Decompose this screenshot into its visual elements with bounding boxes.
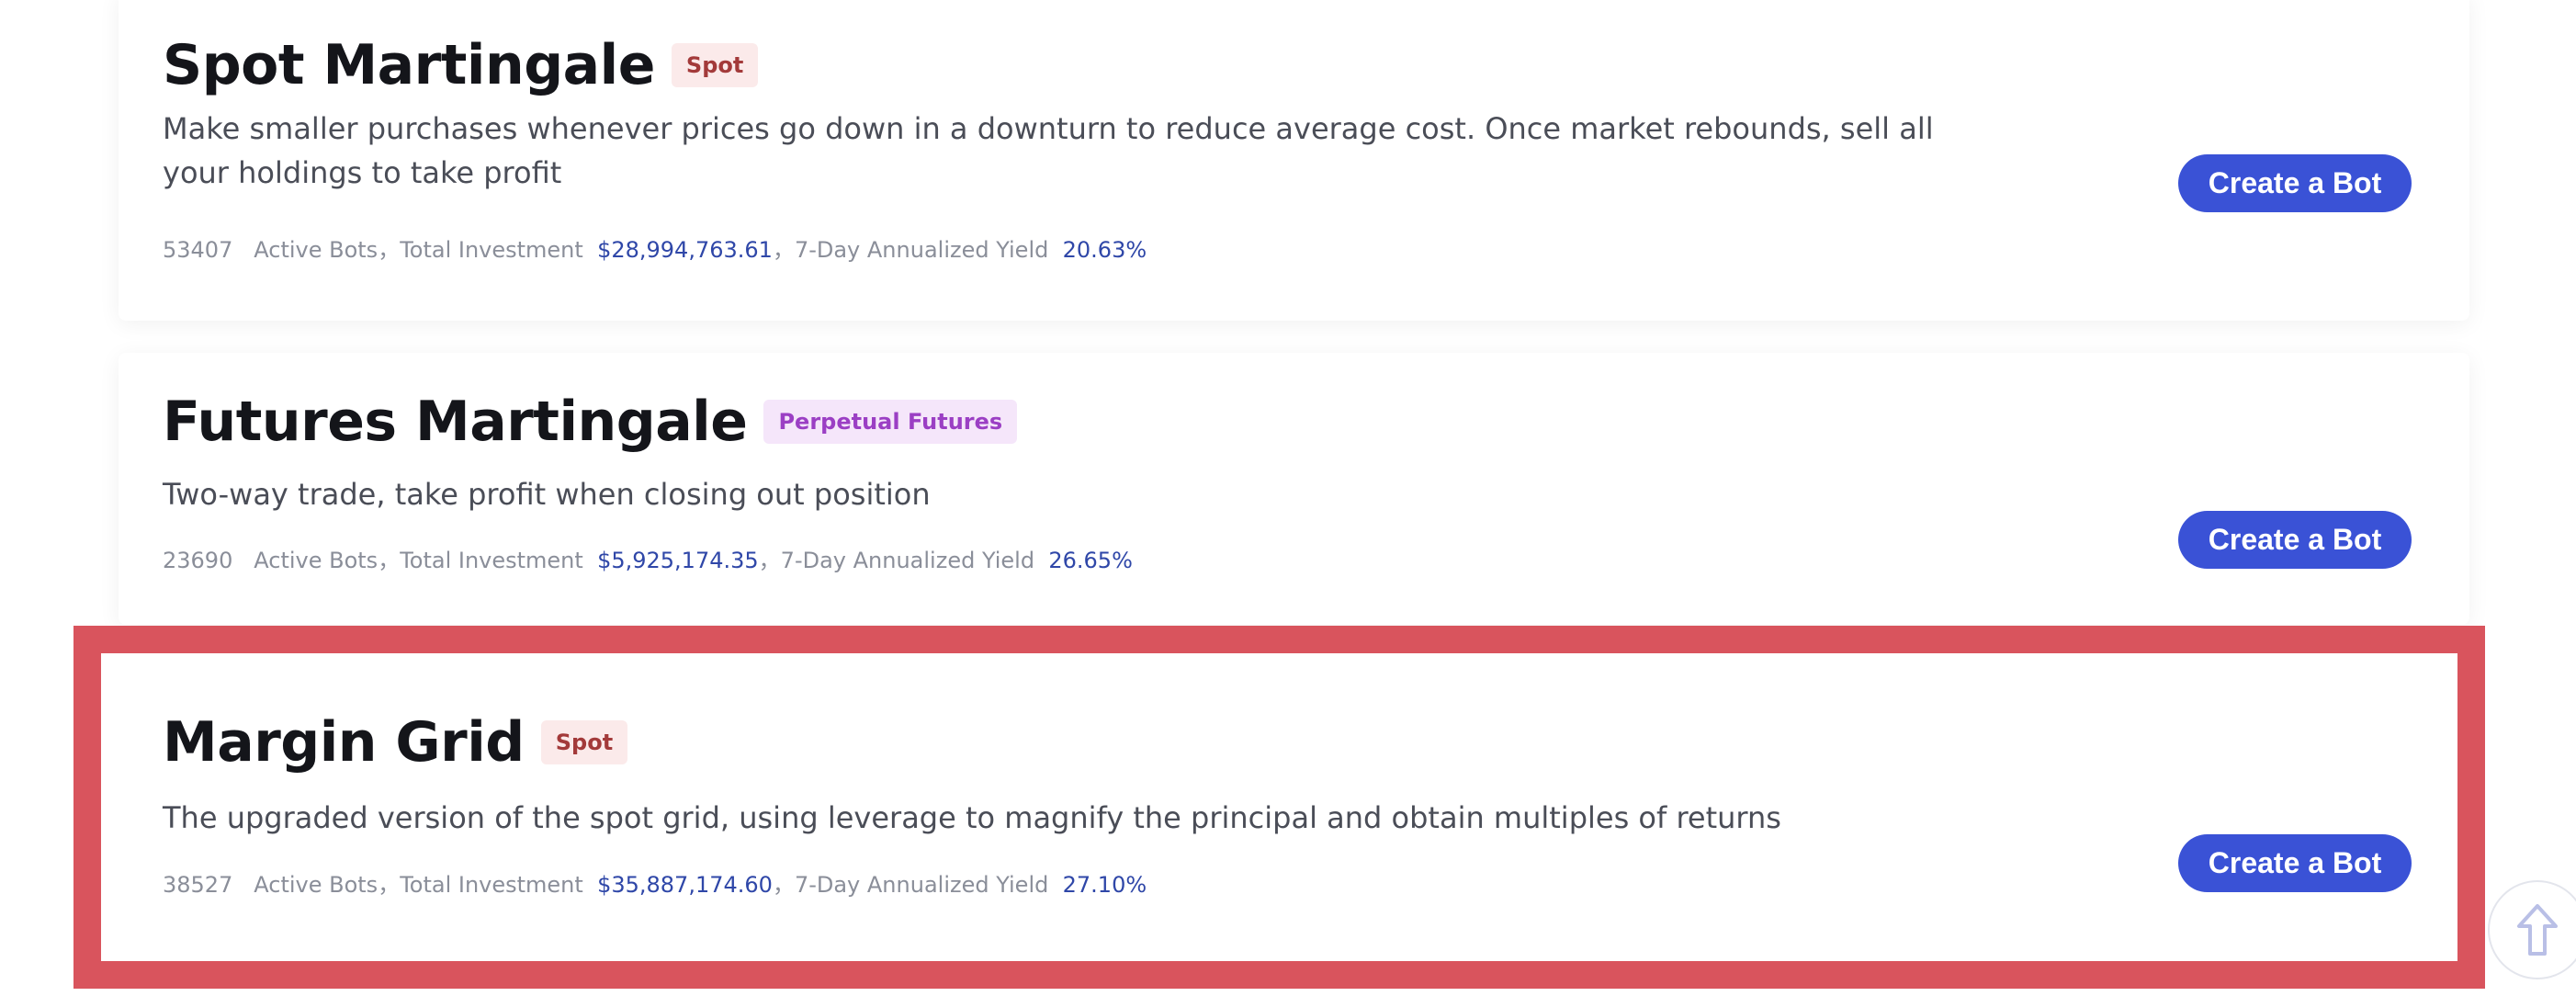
label: Total Investment bbox=[400, 872, 583, 898]
stats: 53407 Active Bots，Total Investment $28,9… bbox=[163, 232, 1147, 264]
active-bots: 38527 bbox=[163, 872, 233, 898]
yield: 27.10% bbox=[1062, 872, 1147, 898]
separator: ， bbox=[758, 548, 781, 573]
label: 7-Day Annualized Yield bbox=[794, 237, 1049, 263]
create-bot-button[interactable]: Create a Bot bbox=[2178, 511, 2412, 569]
active-bots: 53407 bbox=[163, 237, 233, 263]
description: Two-way trade, take profit when closing … bbox=[163, 477, 931, 512]
label: 7-Day Annualized Yield bbox=[794, 872, 1049, 898]
scroll-top-button[interactable] bbox=[2488, 880, 2576, 979]
title-row: Spot Martingale Spot bbox=[163, 33, 759, 97]
yield: 26.65% bbox=[1048, 548, 1133, 573]
label: Active Bots bbox=[254, 548, 378, 573]
card-title: Spot Martingale bbox=[163, 33, 655, 97]
bot-card: Futures Martingale Perpetual Futures Two… bbox=[119, 353, 2469, 625]
total-investment: $5,925,174.35 bbox=[597, 548, 759, 573]
label: Total Investment bbox=[400, 237, 583, 263]
tag: Spot bbox=[540, 720, 628, 764]
tag: Spot bbox=[671, 43, 759, 87]
label: Active Bots bbox=[254, 872, 378, 898]
bot-card: Spot Martingale Spot Make smaller purcha… bbox=[119, 0, 2469, 321]
separator: ， bbox=[378, 237, 401, 263]
separator: ， bbox=[772, 237, 795, 263]
total-investment: $28,994,763.61 bbox=[597, 237, 773, 263]
separator: ， bbox=[378, 548, 401, 573]
yield: 20.63% bbox=[1062, 237, 1147, 263]
create-bot-button[interactable]: Create a Bot bbox=[2178, 154, 2412, 212]
total-investment: $35,887,174.60 bbox=[597, 872, 773, 898]
create-bot-button[interactable]: Create a Bot bbox=[2178, 834, 2412, 892]
arrow-icon bbox=[2517, 904, 2558, 956]
label: Total Investment bbox=[400, 548, 583, 573]
highlight-frame bbox=[73, 626, 2485, 989]
description: The upgraded version of the spot grid, u… bbox=[163, 800, 1781, 835]
label: 7-Day Annualized Yield bbox=[780, 548, 1035, 573]
card-title: Futures Martingale bbox=[163, 390, 748, 454]
bot-card: Margin Grid Spot The upgraded version of… bbox=[102, 653, 2457, 961]
title-row: Margin Grid Spot bbox=[163, 710, 628, 775]
separator: ， bbox=[378, 872, 401, 898]
tag: Perpetual Futures bbox=[763, 400, 1018, 444]
active-bots: 23690 bbox=[163, 548, 233, 573]
label: Active Bots bbox=[254, 237, 378, 263]
stats: 23690 Active Bots，Total Investment $5,92… bbox=[163, 542, 1133, 574]
title-row: Futures Martingale Perpetual Futures bbox=[163, 390, 1018, 454]
stats: 38527 Active Bots，Total Investment $35,8… bbox=[163, 866, 1147, 899]
card-title: Margin Grid bbox=[163, 710, 525, 775]
description: Make smaller purchases whenever prices g… bbox=[163, 111, 1934, 190]
separator: ， bbox=[772, 872, 795, 898]
